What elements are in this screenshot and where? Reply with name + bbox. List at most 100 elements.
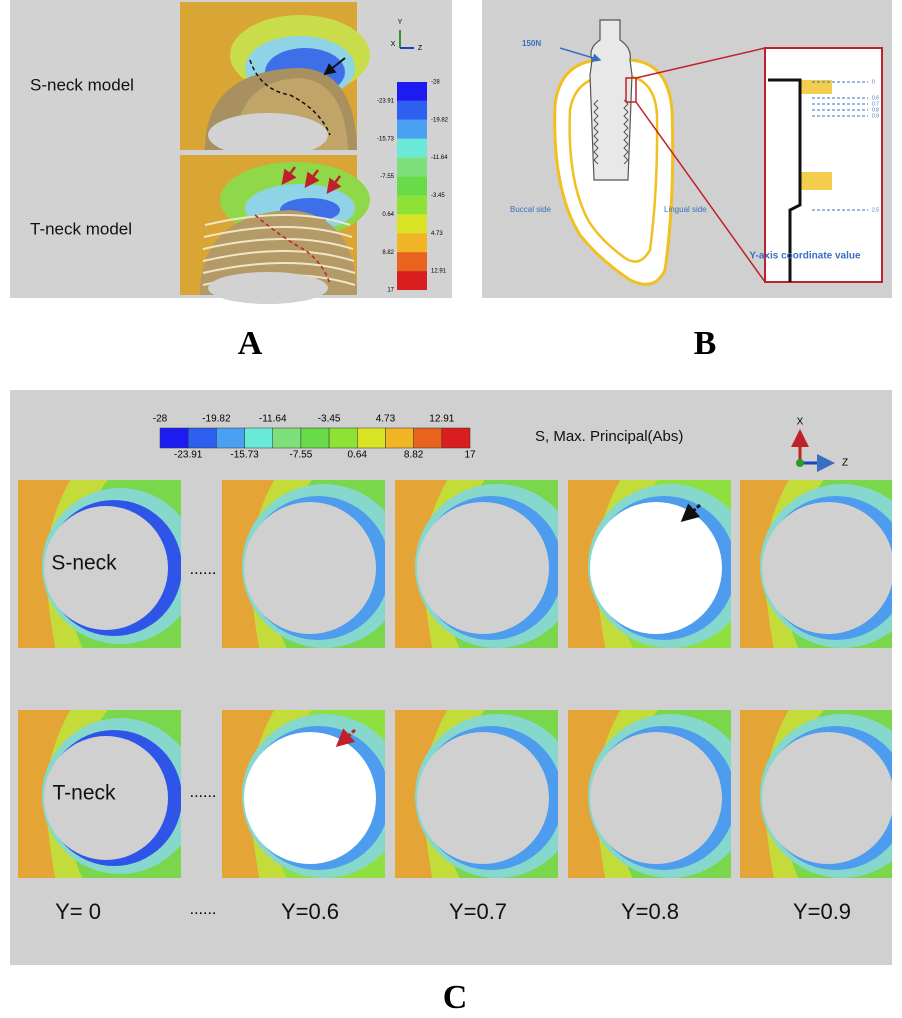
axis-origin (796, 459, 804, 467)
force-label: 150N (522, 39, 541, 48)
colorbar-cell (397, 139, 427, 158)
stress-tile (222, 710, 406, 878)
panel-label-a: A (238, 325, 263, 362)
colorbar-label: -3.45 (431, 193, 445, 199)
colorbar-label: 12.91 (429, 414, 454, 425)
axis-y-label: Y (398, 19, 403, 26)
page: Stress distribution figure html, body { … (0, 0, 902, 1018)
level-label: 0.9 (872, 113, 879, 119)
axis-x-label: X (391, 41, 396, 48)
t-neck-label: T-neck model (30, 219, 132, 238)
colorbar-cell (216, 428, 244, 448)
colorbar-cell (442, 428, 470, 448)
colorbar-label: -3.45 (318, 414, 341, 425)
panel-label-b: B (694, 325, 717, 362)
colorbar-cell (301, 428, 329, 448)
tile-hole (417, 502, 549, 634)
stress-tile (740, 480, 902, 648)
tile-hole (244, 732, 376, 864)
colorbar-label: -28 (153, 414, 168, 425)
colorbar-cell (414, 428, 442, 448)
colorbar-label: 8.82 (382, 250, 394, 256)
zoom-box (765, 48, 882, 282)
colorbar-cell (397, 271, 427, 290)
ellipsis: ...... (190, 561, 217, 578)
stress-tile (395, 480, 579, 648)
tile-hole (590, 502, 722, 634)
colorbar-cell (397, 120, 427, 139)
colorbar-label: 0.64 (348, 450, 368, 461)
colorbar-cell (357, 428, 385, 448)
level-label: 0 (872, 79, 875, 85)
s-neck-label: S-neck model (30, 75, 134, 94)
row-label: S-neck (51, 552, 117, 575)
colorbar-label: 8.82 (404, 450, 424, 461)
colorbar-label: -7.55 (290, 450, 313, 461)
buccal-label: Buccal side (510, 205, 551, 214)
tile-hole (244, 502, 376, 634)
stress-tile (740, 710, 902, 878)
panel-a: S-neck model T-neck model (10, 0, 452, 304)
colorbar-cell (397, 214, 427, 233)
column-label: Y=0.6 (281, 899, 339, 924)
colorbar-cell (245, 428, 273, 448)
colorbar-cell (397, 233, 427, 252)
column-label: Y=0.9 (793, 899, 851, 924)
colorbar-cell (397, 252, 427, 271)
panel-b: 150N Buccal side Lingual side 00.60.70.8… (482, 0, 892, 298)
colorbar-cell (385, 428, 413, 448)
panel-c: -28 -23.91 -19.82 -15.73 -11.64 -7.55 -3.45 0.6… (10, 390, 902, 965)
axis-title: Y-axis coordinate value (749, 251, 861, 262)
stress-tile (568, 480, 752, 648)
column-label: Y=0.7 (449, 899, 507, 924)
colorbar-cell (397, 177, 427, 196)
level-label: 2.5 (872, 207, 879, 213)
ellipsis: ...... (190, 901, 217, 918)
colorbar-label: 0.64 (382, 212, 394, 218)
colorbar-cell (397, 195, 427, 214)
t-neck-model-image (180, 155, 370, 304)
colorbar-label: -19.82 (202, 414, 231, 425)
lingual-label: Lingual side (664, 205, 707, 214)
colorbar-cell (273, 428, 301, 448)
ellipsis: ...... (190, 784, 217, 801)
stress-tile (222, 480, 406, 648)
row-label: T-neck (52, 782, 116, 805)
axis-z-label: Z (842, 458, 848, 469)
colorbar-label: -15.73 (230, 450, 259, 461)
colorbar-label: -7.55 (380, 174, 394, 180)
colorbar-label: -28 (431, 80, 440, 86)
panel-label-c: C (443, 979, 468, 1016)
body: { "panel_a": { "label": "A", "s_neck": "… (0, 0, 902, 1018)
colorbar-label: -11.64 (431, 155, 448, 161)
colorbar-cell (160, 428, 188, 448)
colorbar-label: 17 (387, 288, 394, 294)
colorbar-label: -15.73 (377, 136, 395, 142)
stress-tile (395, 710, 579, 878)
colorbar-label: -23.91 (174, 450, 203, 461)
figure: S-neck model T-neck model (0, 0, 902, 1018)
colorbar-label: -23.91 (377, 98, 395, 104)
colorbar-cell (397, 158, 427, 177)
axis-z-label: Z (418, 45, 423, 52)
stress-tile (568, 710, 752, 878)
axis-x-label: X (797, 417, 804, 428)
tile-hole (590, 732, 722, 864)
tile-hole (417, 732, 549, 864)
colorbar-cell (397, 82, 427, 101)
column-label: Y= 0 (55, 899, 101, 924)
panel-c-bg (10, 390, 892, 965)
colorbar-label: 17 (464, 450, 476, 461)
legend-title: S, Max. Principal(Abs) (535, 428, 683, 445)
colorbar-label: 4.73 (431, 231, 443, 237)
colorbar-label: 12.91 (431, 269, 447, 275)
colorbar-cell (397, 101, 427, 120)
tile-hole (762, 502, 894, 634)
s-neck-model-image (180, 2, 370, 157)
tile-hole (762, 732, 894, 864)
colorbar-label: -19.82 (431, 117, 449, 123)
colorbar-label: -11.64 (259, 414, 287, 425)
colorbar-cell (329, 428, 357, 448)
column-label: Y=0.8 (621, 899, 679, 924)
colorbar-cell (188, 428, 216, 448)
